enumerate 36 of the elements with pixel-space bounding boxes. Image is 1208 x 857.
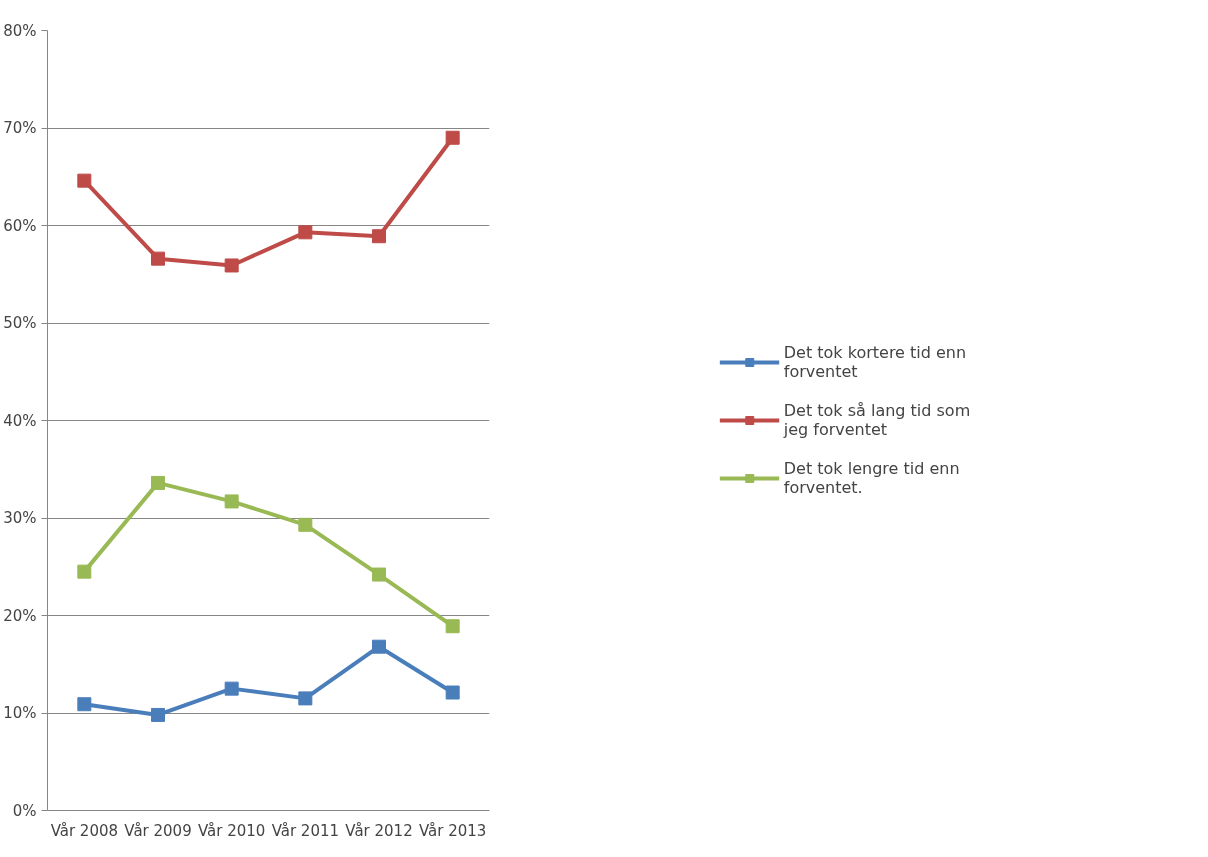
point [445,130,460,145]
point [77,697,92,712]
y-tick-label: 10% [3,704,37,722]
point [298,517,313,532]
y-tick-label: 70% [3,119,37,137]
point [151,475,165,490]
point [77,173,92,188]
x-tick-label: Vår 2012 [345,821,413,840]
legend-label: Det tok så lang tid som jeg forventet [783,400,971,440]
point [298,225,313,240]
x-tick-label: Vår 2010 [197,821,266,840]
point [151,707,165,722]
point [77,564,92,579]
y-tick-label: 40% [3,411,37,430]
point [445,619,460,634]
y-tick-label: 60% [3,216,37,235]
point [445,685,460,700]
x-tick-label: Vår 2011 [271,821,340,840]
point [372,567,386,582]
point [372,229,386,244]
point [224,258,239,273]
point [151,251,165,266]
point [224,681,239,696]
x-tick-label: Vår 2008 [50,821,119,840]
y-tick-label: 20% [3,606,37,625]
point [372,639,386,654]
y-tick-label: 80% [3,21,37,40]
legend-label: Det tok lengre tid enn forventet. [783,458,960,498]
legend-label: Det tok kortere tid enn forventet [783,342,967,382]
point [298,691,313,706]
x-tick-label: Vår 2013 [418,821,487,840]
y-tick-label: 0% [12,801,37,820]
y-tick-label: 50% [3,314,37,332]
y-tick-label: 30% [3,509,37,527]
x-tick-label: Vår 2009 [124,821,192,840]
point [224,494,239,509]
